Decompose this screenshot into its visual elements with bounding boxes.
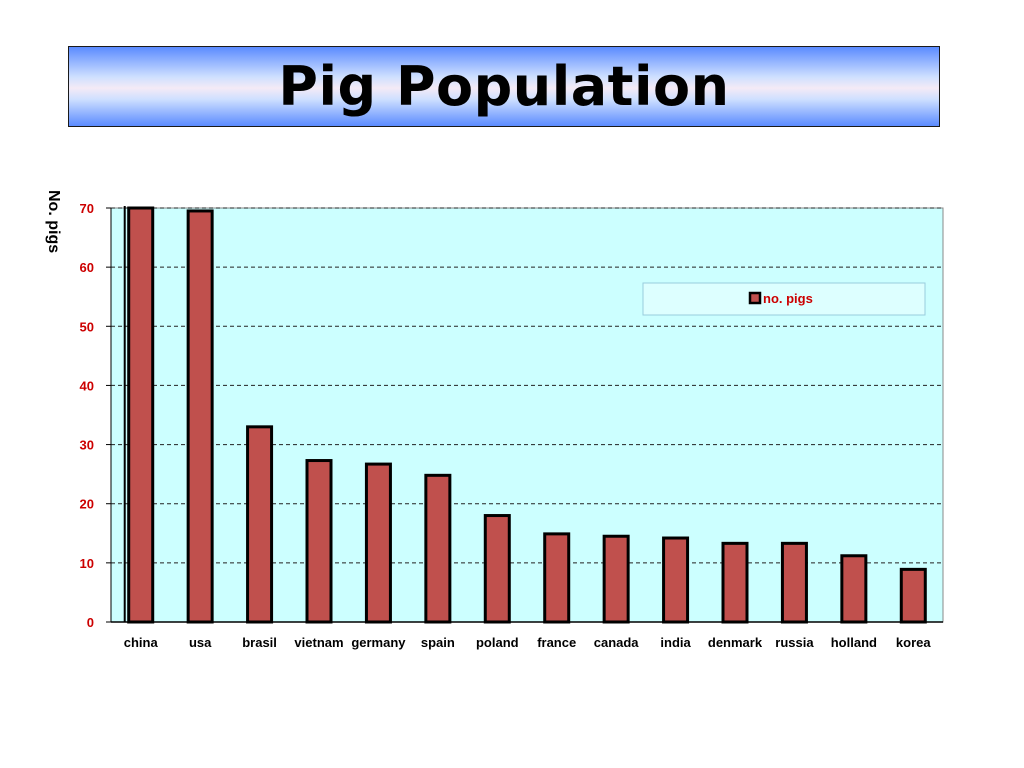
- x-tick-label: china: [124, 635, 159, 650]
- x-tick-label: spain: [421, 635, 455, 650]
- legend-box: [642, 282, 926, 316]
- y-tick-label: 50: [80, 319, 94, 334]
- bar-germany: [364, 462, 392, 624]
- bar-korea: [899, 567, 927, 624]
- x-tick-label: denmark: [708, 635, 763, 650]
- x-tick-label: russia: [775, 635, 814, 650]
- x-tick-label: poland: [476, 635, 519, 650]
- bar-usa: [186, 209, 214, 624]
- x-tick-label: france: [537, 635, 576, 650]
- bar-vietnam: [305, 459, 333, 624]
- bar-poland: [483, 514, 511, 624]
- x-tick-label: brasil: [242, 635, 277, 650]
- bar-china: [127, 206, 155, 624]
- bar-france: [543, 532, 571, 624]
- x-tick-label: germany: [351, 635, 406, 650]
- x-tick-label: holland: [831, 635, 877, 650]
- x-tick-label: korea: [896, 635, 931, 650]
- x-tick-label: india: [660, 635, 691, 650]
- bar-india: [662, 536, 690, 624]
- y-tick-label: 30: [80, 438, 94, 453]
- y-tick-label: 10: [80, 556, 94, 571]
- x-tick-label: vietnam: [294, 635, 343, 650]
- slide-title: Pig Population: [278, 55, 730, 118]
- legend-swatch: [748, 291, 762, 305]
- x-tick-label: canada: [594, 635, 640, 650]
- y-tick-label: 70: [80, 201, 94, 216]
- plot-area: [110, 207, 944, 623]
- legend-label: no. pigs: [763, 291, 813, 306]
- x-tick-label: usa: [189, 635, 212, 650]
- y-axis-label: No. pigs: [45, 190, 62, 253]
- y-tick-label: 40: [80, 378, 94, 393]
- bar-holland: [840, 554, 868, 624]
- bar-brasil: [246, 425, 274, 624]
- bar-canada: [602, 534, 630, 624]
- bar-denmark: [721, 541, 749, 624]
- bar-spain: [424, 473, 452, 624]
- y-tick-label: 60: [80, 260, 94, 275]
- y-tick-label: 20: [80, 497, 94, 512]
- bar-russia: [780, 541, 808, 624]
- title-banner: Pig Population: [68, 46, 940, 127]
- y-tick-label: 0: [87, 615, 94, 630]
